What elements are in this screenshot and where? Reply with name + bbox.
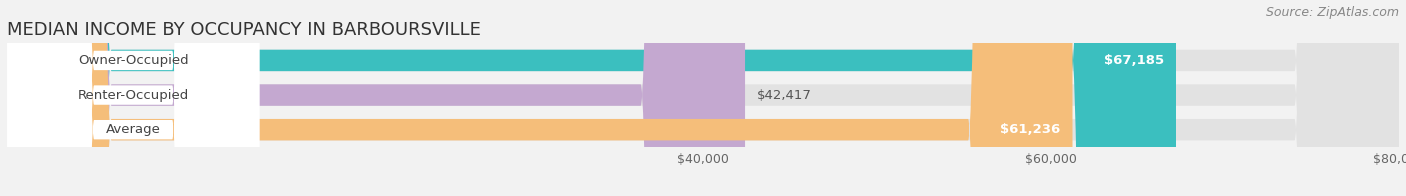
FancyBboxPatch shape (7, 0, 1399, 196)
FancyBboxPatch shape (7, 0, 1175, 196)
FancyBboxPatch shape (7, 0, 1399, 196)
FancyBboxPatch shape (7, 0, 259, 196)
Text: $67,185: $67,185 (1104, 54, 1164, 67)
FancyBboxPatch shape (7, 0, 259, 196)
Text: Renter-Occupied: Renter-Occupied (77, 89, 188, 102)
Text: Source: ZipAtlas.com: Source: ZipAtlas.com (1265, 6, 1399, 19)
FancyBboxPatch shape (7, 0, 259, 196)
FancyBboxPatch shape (7, 0, 1073, 196)
Text: Owner-Occupied: Owner-Occupied (77, 54, 188, 67)
Text: MEDIAN INCOME BY OCCUPANCY IN BARBOURSVILLE: MEDIAN INCOME BY OCCUPANCY IN BARBOURSVI… (7, 21, 481, 39)
Text: $42,417: $42,417 (758, 89, 813, 102)
Text: Average: Average (105, 123, 160, 136)
FancyBboxPatch shape (7, 0, 745, 196)
FancyBboxPatch shape (7, 0, 1399, 196)
Text: $61,236: $61,236 (1000, 123, 1060, 136)
